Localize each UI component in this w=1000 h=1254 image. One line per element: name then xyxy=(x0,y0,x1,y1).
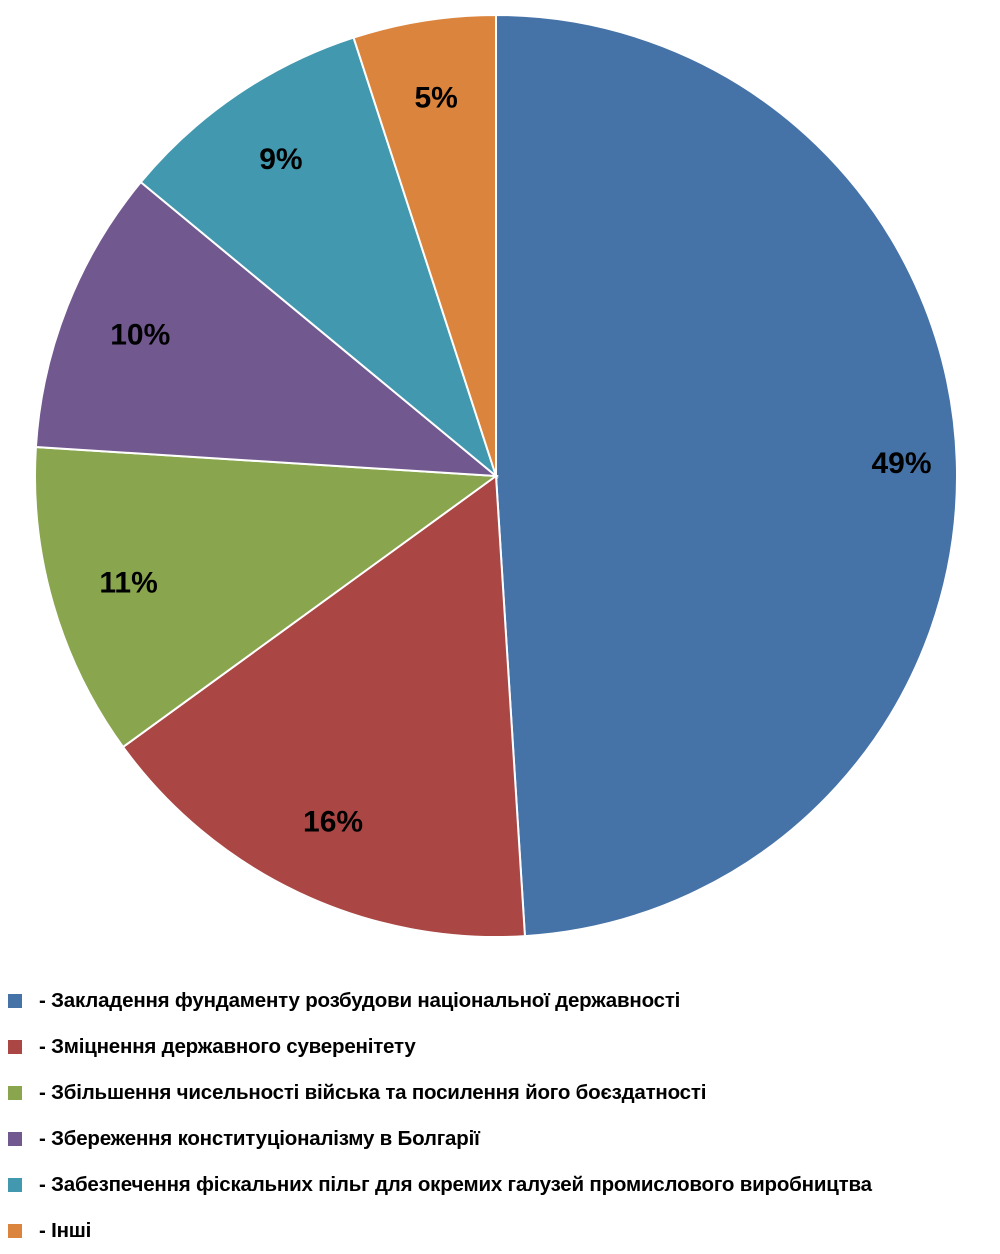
pie-slices xyxy=(34,13,958,938)
pie-slice xyxy=(34,180,500,478)
legend-swatch xyxy=(8,1086,22,1100)
legend-label: - Інші xyxy=(39,1219,92,1242)
pie-slice xyxy=(139,36,499,479)
legend-label: - Зміцнення державного суверенітету xyxy=(39,1035,416,1058)
pie-slice xyxy=(352,13,497,477)
legend-label: - Збереження конституціоналізму в Болгар… xyxy=(39,1127,480,1150)
legend-swatch xyxy=(8,994,22,1008)
legend-swatch xyxy=(8,1040,22,1054)
legend-label: - Закладення фундаменту розбудови націон… xyxy=(39,989,681,1012)
data-label: 49% xyxy=(871,447,931,480)
legend-swatch xyxy=(8,1224,22,1238)
legend-item: - Зміцнення державного суверенітету xyxy=(8,1024,1000,1070)
legend-label: - Забезпечення фіскальних пільг для окре… xyxy=(39,1173,872,1196)
legend-swatch xyxy=(8,1132,22,1146)
pie-chart: 49% 16% 11% 10% 9% 5% xyxy=(34,13,958,938)
data-label: 10% xyxy=(110,319,170,352)
data-label: 5% xyxy=(414,82,457,115)
data-label: 11% xyxy=(99,566,157,599)
pie-labels: 49% 16% 11% 10% 9% 5% xyxy=(99,82,931,839)
legend-item: - Збереження конституціоналізму в Болгар… xyxy=(8,1116,1000,1162)
legend-item: - Інші xyxy=(8,1208,1000,1254)
legend-item: - Закладення фундаменту розбудови націон… xyxy=(8,978,1000,1024)
pie-slice xyxy=(495,13,958,938)
legend-swatch xyxy=(8,1178,22,1192)
pie-slice xyxy=(121,474,527,938)
data-label: 9% xyxy=(259,143,302,176)
data-label: 16% xyxy=(303,806,363,839)
legend-item: - Збільшення чисельності війська та поси… xyxy=(8,1070,1000,1116)
legend-label: - Збільшення чисельності війська та поси… xyxy=(39,1081,707,1104)
pie-slice xyxy=(34,445,499,749)
legend: - Закладення фундаменту розбудови націон… xyxy=(8,978,1000,1254)
legend-item: - Забезпечення фіскальних пільг для окре… xyxy=(8,1162,1000,1208)
